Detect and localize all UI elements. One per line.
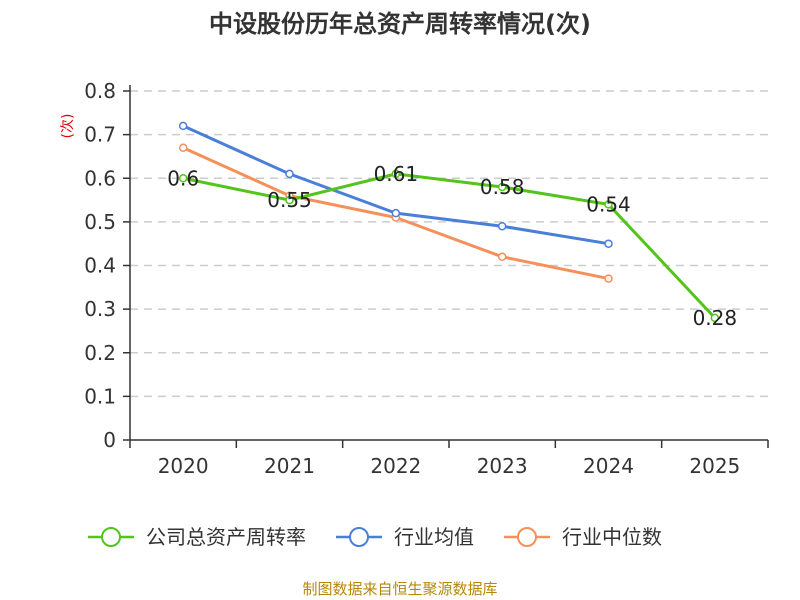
y-tick-label: 0.1 (84, 384, 116, 408)
data-point[interactable] (391, 208, 401, 218)
x-tick-label: 2023 (477, 454, 528, 478)
data-label: 0.54 (586, 192, 631, 216)
y-tick-label: 0.8 (84, 79, 116, 103)
data-point[interactable] (604, 274, 613, 283)
legend-item[interactable]: 行业中位数 (504, 525, 662, 549)
legend-label: 行业均值 (394, 525, 474, 549)
data-label: 0.61 (374, 162, 419, 186)
x-tick-label: 2021 (264, 454, 315, 478)
data-label: 0.58 (480, 175, 525, 199)
data-point[interactable] (178, 121, 188, 131)
data-point[interactable] (497, 182, 507, 192)
x-tick-label: 2024 (583, 454, 634, 478)
legend-label: 公司总资产周转率 (146, 525, 306, 549)
data-point[interactable] (391, 169, 401, 179)
x-tick-label: 2022 (370, 454, 421, 478)
gridlines (130, 90, 768, 398)
y-tick-label: 0.4 (84, 254, 116, 278)
data-point[interactable] (604, 239, 613, 248)
data-label: 0.55 (267, 188, 312, 212)
legend-swatch-marker (517, 527, 537, 547)
data-labels: 0.6 0.55 0.61 0.58 0.54 0.28 (167, 162, 737, 330)
data-point[interactable] (285, 169, 294, 179)
data-point[interactable] (604, 200, 613, 209)
legend-swatch-marker (101, 527, 121, 547)
chart-title: 中设股份历年总资产周转率情况(次) (209, 10, 591, 38)
y-axis-label: (次) (60, 114, 76, 139)
y-tick-label: 0.5 (84, 210, 116, 234)
axes: 0 0.1 0.2 0.3 0.4 0.5 0.6 0.7 0.8 2020 2021 2022 202… (84, 79, 769, 478)
x-tick-label: 2025 (689, 454, 740, 478)
legend-item[interactable]: 公司总资产周转率 (88, 525, 306, 549)
legend[interactable]: 公司总资产周转率 行业均值 行业中位数 (88, 525, 662, 549)
y-tick-label: 0.2 (84, 341, 116, 365)
data-point[interactable] (285, 195, 294, 205)
data-point[interactable] (710, 313, 720, 323)
series-lines (178, 121, 720, 323)
y-tick-label: 0.3 (84, 297, 116, 321)
y-tick-label: 0.7 (84, 123, 116, 147)
data-point[interactable] (497, 221, 507, 231)
data-point[interactable] (178, 143, 188, 152)
data-point[interactable] (497, 252, 507, 262)
legend-label: 行业中位数 (562, 525, 662, 549)
source-note: 制图数据来自恒生聚源数据库 (302, 580, 497, 598)
data-label: 0.28 (693, 306, 738, 330)
y-tick-label: 0.6 (84, 166, 116, 190)
y-tick-label: 0 (103, 428, 116, 452)
x-tick-label: 2020 (158, 454, 209, 478)
series-line (182, 172, 716, 319)
data-label: 0.6 (167, 166, 199, 190)
legend-item[interactable]: 行业均值 (336, 525, 474, 549)
data-point[interactable] (178, 174, 188, 183)
legend-swatch-marker (349, 527, 369, 547)
